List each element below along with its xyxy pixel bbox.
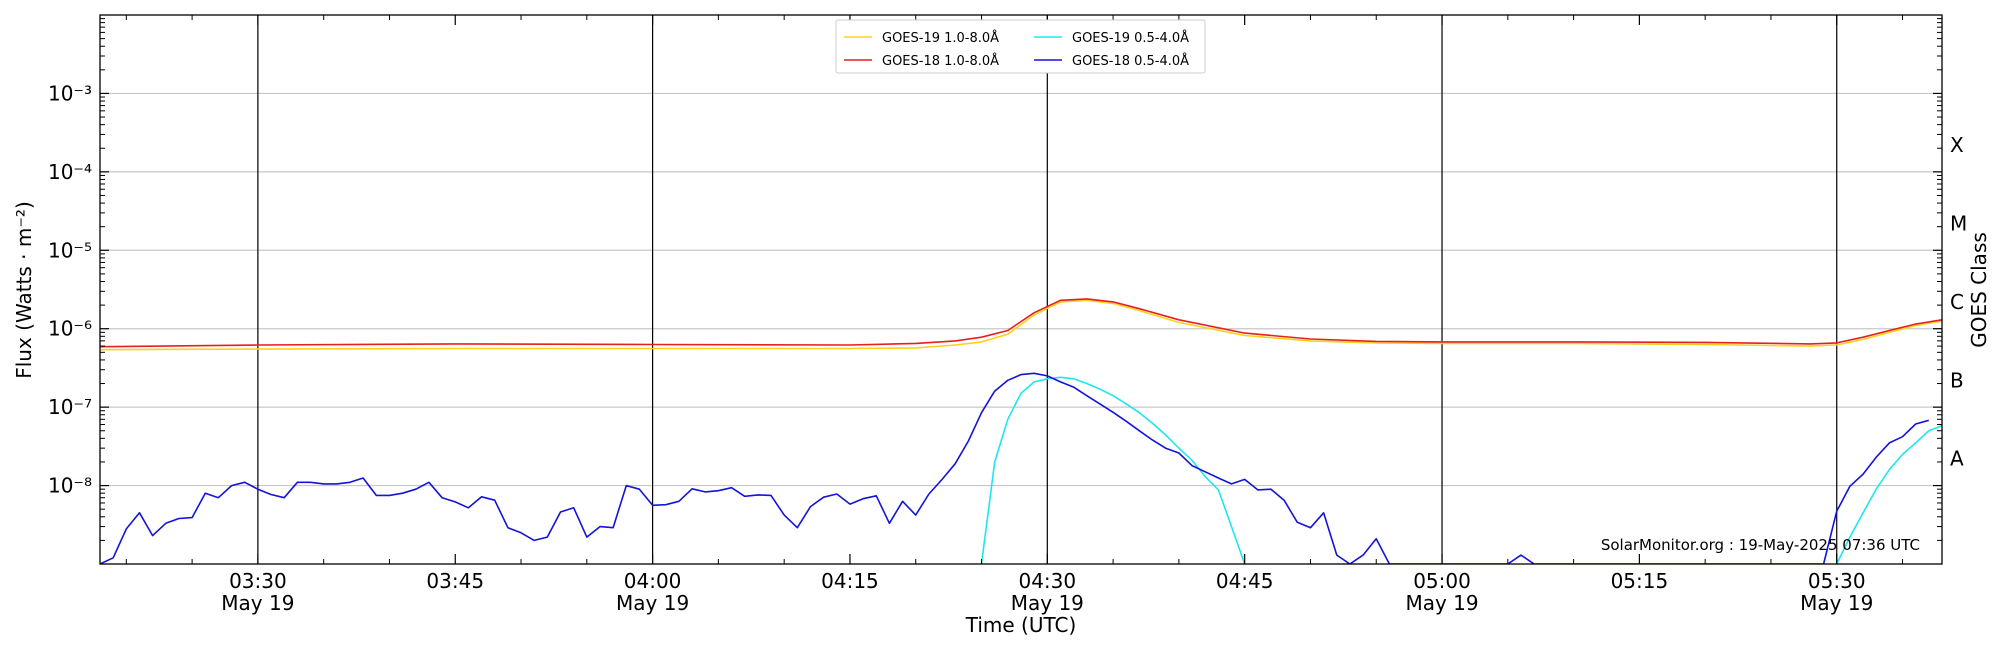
goes-class-label-m: M xyxy=(1950,211,1967,235)
goes-class-label-x: X xyxy=(1950,133,1964,157)
goes-class-label-c: C xyxy=(1950,290,1964,314)
x-tick-date-label: May 19 xyxy=(616,591,689,615)
x-tick-date-label: May 19 xyxy=(1800,591,1873,615)
x-tick-label: 03:30 xyxy=(229,569,287,593)
credit-text: SolarMonitor.org : 19-May-2025 07:36 UTC xyxy=(1601,536,1920,554)
x-tick-date-label: May 19 xyxy=(221,591,294,615)
y-axis-title: Flux (Watts · m⁻²) xyxy=(12,201,36,379)
series-line-3 xyxy=(980,376,1246,564)
tick-layer xyxy=(100,15,1942,564)
legend-box xyxy=(835,19,1206,74)
x-tick-label: 05:00 xyxy=(1413,569,1471,593)
series-layer xyxy=(100,298,1942,564)
x-tick-label: 04:45 xyxy=(1216,569,1274,593)
x-tick-label: 04:00 xyxy=(624,569,682,593)
goes-class-label-a: A xyxy=(1950,447,1964,471)
legend: GOES-19 1.0-8.0Å GOES-18 1.0-8.0Å GOES-19 … xyxy=(835,19,1206,74)
x-axis-title: Time (UTC) xyxy=(965,613,1077,637)
x-tick-date-label: May 19 xyxy=(1405,591,1478,615)
y-tick-label: 10⁻⁷ xyxy=(48,395,92,419)
series-line-2 xyxy=(100,298,1942,348)
legend-label-1: GOES-19 1.0-8.0Å xyxy=(882,30,999,46)
x-tick-label: 05:15 xyxy=(1611,569,1669,593)
legend-label-4: GOES-18 0.5-4.0Å xyxy=(1072,53,1189,69)
time-marker-layer xyxy=(257,15,1838,564)
grid-layer xyxy=(100,92,1942,487)
series-line-1 xyxy=(100,299,1942,351)
y-tick-label: 10⁻⁵ xyxy=(48,238,92,262)
y-tick-label: 10⁻⁶ xyxy=(48,317,92,341)
legend-label-2: GOES-18 1.0-8.0Å xyxy=(882,53,999,69)
goes-class-axis-title: GOES Class xyxy=(1967,232,1991,348)
x-tick-label: 03:45 xyxy=(426,569,484,593)
x-tick-label: 04:30 xyxy=(1018,569,1076,593)
legend-label-3: GOES-19 0.5-4.0Å xyxy=(1072,30,1189,46)
y-tick-label: 10⁻⁴ xyxy=(48,160,92,184)
y-tick-label: 10⁻³ xyxy=(48,81,92,105)
series-line-3 xyxy=(1835,424,1942,564)
x-tick-label: 04:15 xyxy=(821,569,879,593)
x-tick-date-label: May 19 xyxy=(1011,591,1084,615)
plot-frame xyxy=(99,14,1943,565)
y-tick-label: 10⁻⁸ xyxy=(48,474,92,498)
x-tick-label: 05:30 xyxy=(1808,569,1866,593)
goes-class-label-b: B xyxy=(1950,368,1964,392)
series-line-4 xyxy=(100,372,1930,564)
